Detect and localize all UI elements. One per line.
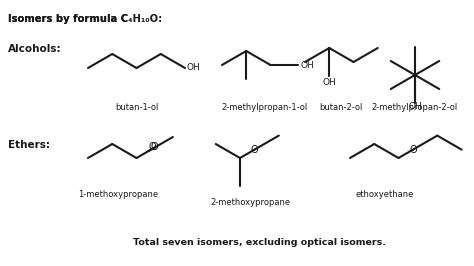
- Text: 2-methylpropan-1-ol: 2-methylpropan-1-ol: [221, 103, 307, 112]
- Text: 2-methoxypropane: 2-methoxypropane: [210, 198, 290, 207]
- Text: OH: OH: [187, 64, 201, 73]
- Text: OH: OH: [322, 78, 336, 87]
- Text: Total seven isomers, excluding optical isomers.: Total seven isomers, excluding optical i…: [134, 238, 386, 247]
- Text: ethoxyethane: ethoxyethane: [356, 190, 414, 199]
- Text: Isomers by formula C: Isomers by formula C: [8, 14, 128, 24]
- Text: Ethers:: Ethers:: [8, 140, 50, 150]
- Text: Alcohols:: Alcohols:: [8, 44, 62, 54]
- Text: OH: OH: [408, 102, 422, 111]
- Text: Isomers by formula C₄H₁₀O:: Isomers by formula C₄H₁₀O:: [8, 14, 162, 24]
- Text: butan-1-ol: butan-1-ol: [115, 103, 158, 112]
- Text: OH: OH: [301, 61, 314, 70]
- Text: 2-methylpropan-2-ol: 2-methylpropan-2-ol: [372, 103, 458, 112]
- Text: butan-2-ol: butan-2-ol: [319, 103, 363, 112]
- Text: O: O: [149, 142, 156, 152]
- Text: 1-methoxypropane: 1-methoxypropane: [78, 190, 158, 199]
- Text: O: O: [151, 143, 158, 152]
- Text: O: O: [251, 145, 258, 155]
- Text: O: O: [409, 145, 417, 155]
